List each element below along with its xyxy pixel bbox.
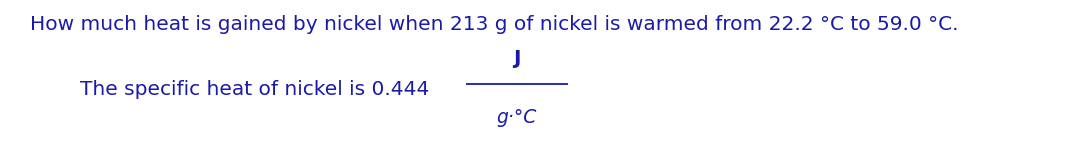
Text: J: J bbox=[513, 49, 521, 68]
Text: g·°C: g·°C bbox=[497, 108, 537, 127]
Text: How much heat is gained by nickel when 213 g of nickel is warmed from 22.2 °C to: How much heat is gained by nickel when 2… bbox=[31, 15, 958, 34]
Text: The specific heat of nickel is 0.444: The specific heat of nickel is 0.444 bbox=[80, 80, 429, 99]
